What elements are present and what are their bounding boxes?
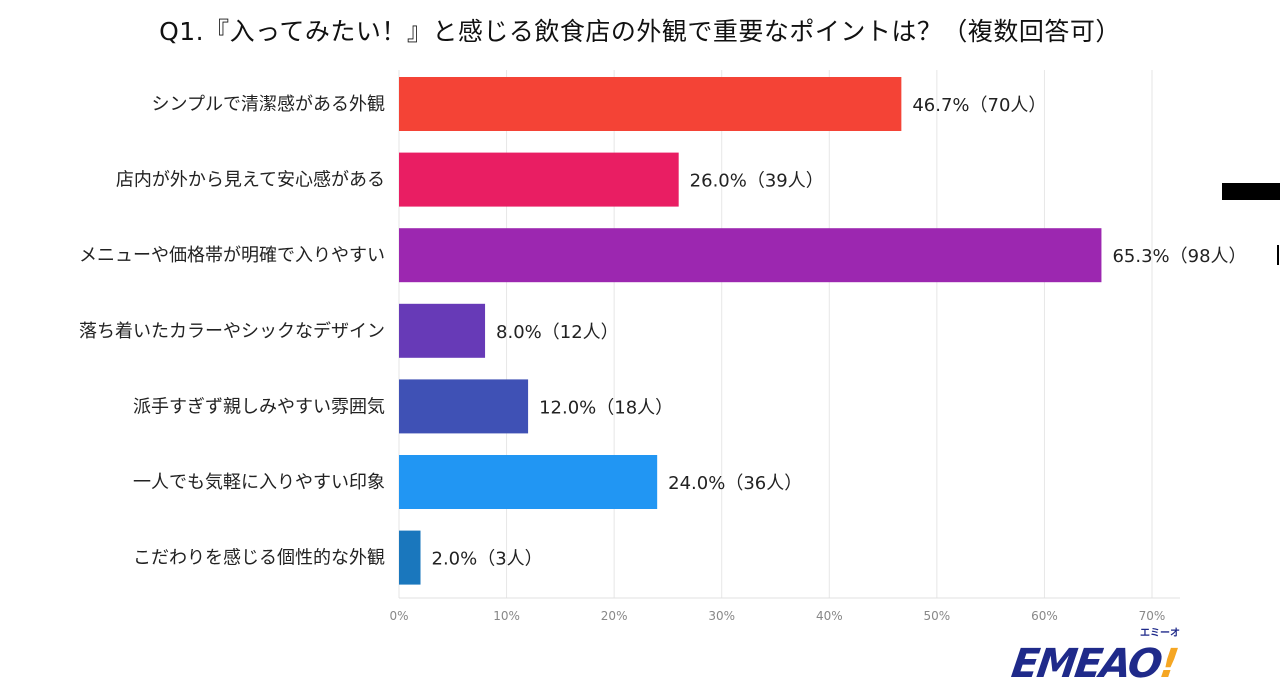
bar bbox=[399, 228, 1102, 283]
logo-text: EMEAO bbox=[1008, 641, 1164, 687]
x-tick-label: 40% bbox=[816, 609, 843, 623]
category-label: メニューや価格帯が明確で入りやすい bbox=[79, 245, 385, 266]
data-label: 65.3%（98人） bbox=[1112, 246, 1246, 267]
emeao-logo: エミーオ EMEAO! bbox=[1008, 628, 1212, 690]
chart-title: Q1.『入ってみたい！』と感じる飲食店の外観で重要なポイントは？（複数回答可） bbox=[159, 17, 1121, 46]
x-tick-label: 20% bbox=[601, 609, 628, 623]
category-label: 一人でも気軽に入りやすい印象 bbox=[133, 472, 385, 493]
x-tick-label: 10% bbox=[493, 609, 520, 623]
category-label: 派手すぎず親しみやすい雰囲気 bbox=[133, 396, 385, 417]
x-tick-label: 0% bbox=[389, 609, 408, 623]
bar bbox=[399, 455, 658, 509]
data-label: 2.0%（3人） bbox=[432, 549, 543, 570]
category-label: 店内が外から見えて安心感がある bbox=[116, 170, 385, 191]
data-label: 12.0%（18人） bbox=[539, 397, 673, 418]
bar bbox=[399, 77, 902, 131]
category-label: シンプルで清潔感がある外観 bbox=[152, 94, 385, 115]
x-tick-label: 30% bbox=[708, 609, 735, 623]
category-label: 落ち着いたカラーやシックなデザイン bbox=[79, 321, 385, 342]
data-label: 8.0%（12人） bbox=[496, 322, 619, 343]
bar bbox=[399, 379, 529, 434]
data-label: 46.7%（70人） bbox=[912, 95, 1046, 116]
x-tick-label: 50% bbox=[924, 609, 951, 623]
bar bbox=[399, 152, 679, 207]
logo-kana: エミーオ bbox=[1140, 628, 1180, 639]
x-tick-label: 60% bbox=[1031, 609, 1058, 623]
data-label: 26.0%（39人） bbox=[690, 171, 824, 192]
data-label: 24.0%（36人） bbox=[668, 473, 802, 494]
bar bbox=[399, 530, 421, 585]
edge-artifact-line bbox=[1277, 245, 1279, 265]
category-label: こだわりを感じる個性的な外観 bbox=[133, 548, 385, 569]
x-tick-label: 70% bbox=[1139, 609, 1166, 623]
edge-artifact bbox=[1222, 183, 1280, 200]
bar bbox=[399, 303, 486, 358]
